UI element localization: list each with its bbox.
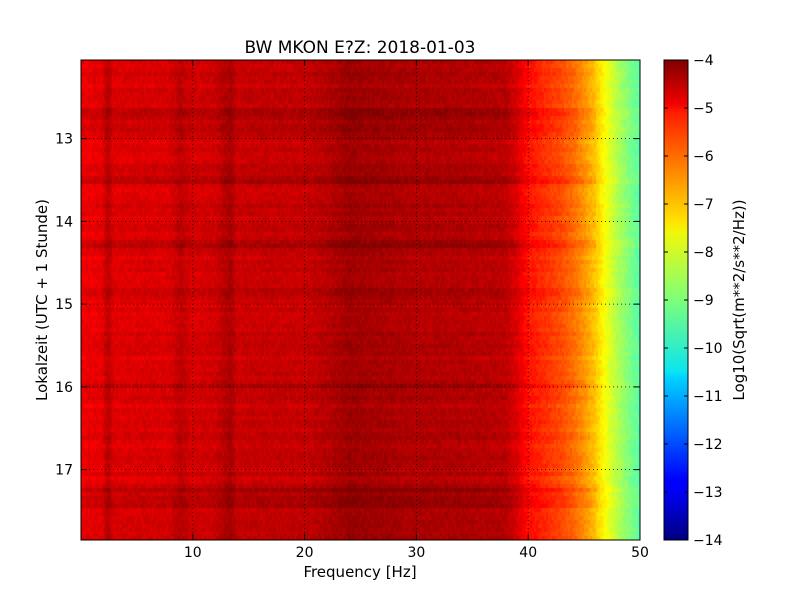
colorbar-tick-label: −7 [693, 197, 714, 213]
colorbar-label: Log10(Sqrt(m**2/s**2/Hz)) [730, 199, 748, 400]
chart-title: BW MKON E?Z: 2018-01-03 [245, 38, 476, 58]
colorbar-tick-label: −11 [693, 389, 723, 405]
y-axis-ticks: 13 14 15 16 17 [55, 132, 640, 479]
colorbar-tick-label: −12 [693, 437, 723, 453]
plot-area: 10 20 30 40 50 13 14 15 16 17 [55, 59, 649, 561]
x-tick-label: 20 [296, 545, 314, 561]
colorbar-tick-label: −5 [693, 101, 714, 117]
y-tick-label: 14 [55, 214, 73, 230]
colorbar-tick-label: −13 [693, 485, 723, 501]
colorbar-tick-label: −10 [693, 341, 723, 357]
x-tick-label: 30 [407, 545, 425, 561]
x-axis-ticks: 10 20 30 40 50 [184, 60, 649, 561]
x-tick-label: 40 [519, 545, 537, 561]
colorbar-ticks: −4 −5 −6 −7 −8 −9 −10 −11 −12 −13 −14 [664, 53, 723, 549]
colorbar-tick-label: −8 [693, 245, 714, 261]
colorbar-tick-label: −4 [693, 53, 714, 69]
spectrogram-heatmap [81, 60, 640, 540]
colorbar-tick-label: −14 [693, 533, 723, 549]
y-tick-label: 15 [55, 297, 73, 313]
x-tick-label: 50 [631, 545, 649, 561]
colorbar-tick-label: −6 [693, 149, 714, 165]
colorbar: −4 −5 −6 −7 −8 −9 −10 −11 −12 −13 −14 Log10(Sqrt(m… [663, 53, 748, 549]
x-tick-label: 10 [184, 545, 202, 561]
y-tick-label: 13 [55, 132, 73, 148]
x-axis-label: Frequency [Hz] [303, 563, 416, 581]
grid-lines [81, 60, 640, 540]
colorbar-tick-label: −9 [693, 293, 714, 309]
y-tick-label: 17 [55, 463, 73, 479]
plot-frame [80, 59, 641, 541]
y-axis-label: Lokalzeit (UTC + 1 Stunde) [33, 199, 51, 401]
y-tick-label: 16 [55, 380, 73, 396]
